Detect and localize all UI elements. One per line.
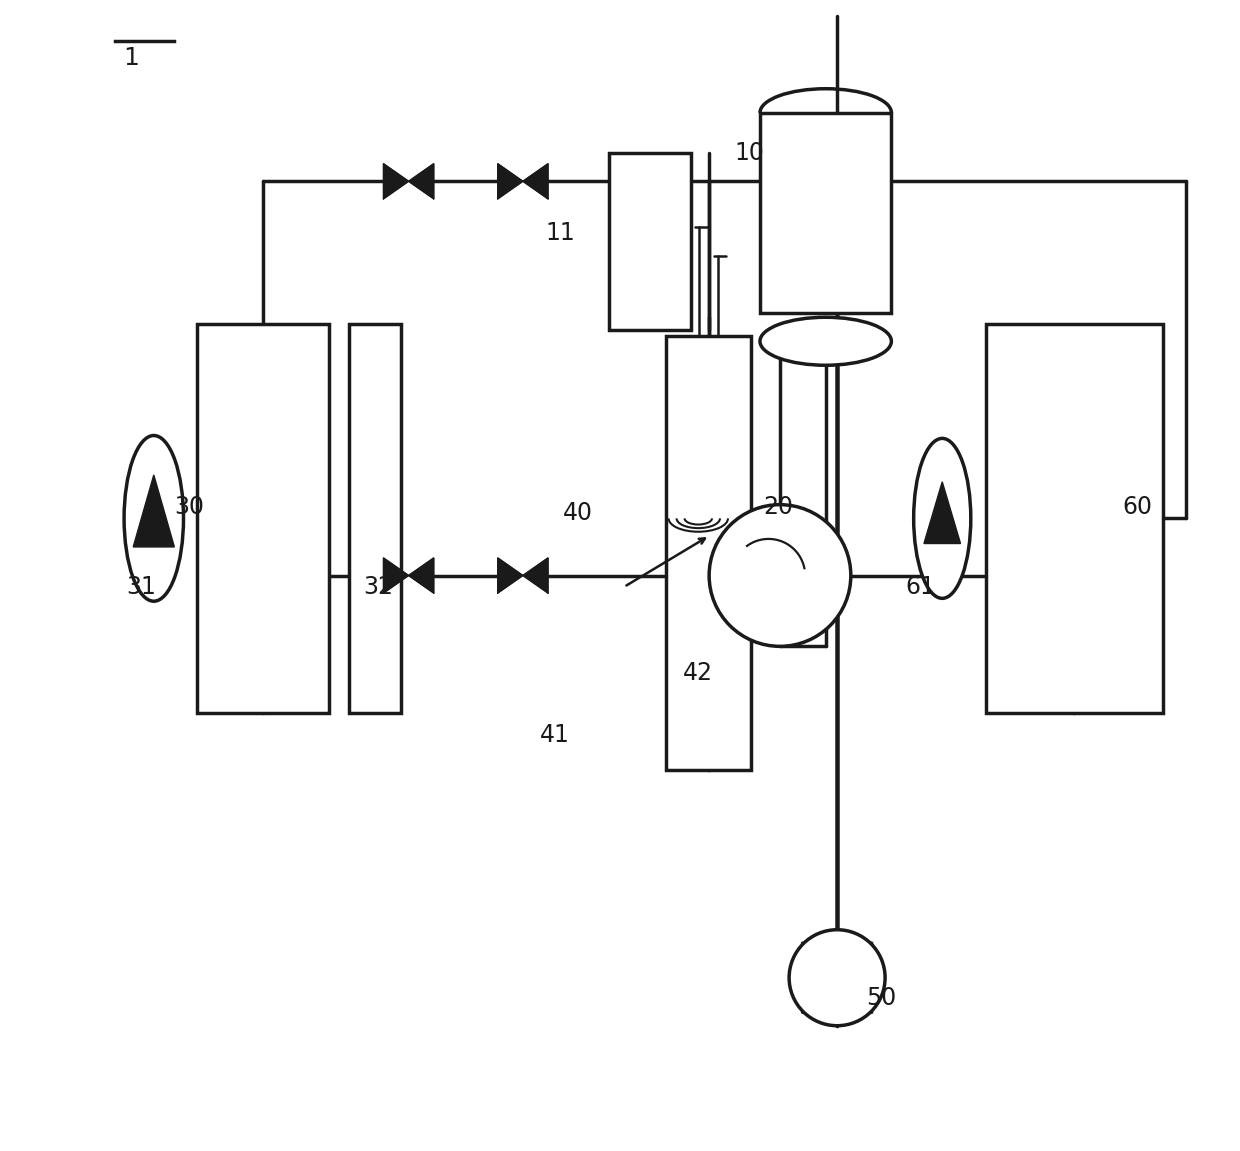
Text: 42: 42 bbox=[683, 661, 713, 685]
Polygon shape bbox=[383, 558, 409, 593]
Polygon shape bbox=[924, 482, 961, 543]
Polygon shape bbox=[497, 558, 523, 593]
Polygon shape bbox=[383, 163, 409, 199]
Text: 20: 20 bbox=[763, 495, 792, 519]
Text: 30: 30 bbox=[175, 495, 205, 519]
Bar bbox=[197, 325, 329, 712]
Polygon shape bbox=[523, 558, 548, 593]
Text: 40: 40 bbox=[563, 501, 593, 525]
Text: 41: 41 bbox=[539, 724, 570, 747]
Circle shape bbox=[709, 504, 851, 647]
Polygon shape bbox=[523, 163, 548, 199]
Bar bbox=[986, 325, 1163, 712]
Polygon shape bbox=[409, 558, 434, 593]
Text: 1: 1 bbox=[123, 46, 139, 70]
Text: 60: 60 bbox=[1122, 495, 1153, 519]
Ellipse shape bbox=[914, 439, 971, 599]
Polygon shape bbox=[133, 475, 175, 547]
Ellipse shape bbox=[124, 435, 184, 601]
Text: 11: 11 bbox=[546, 221, 575, 245]
Text: 31: 31 bbox=[126, 576, 156, 599]
Text: 10: 10 bbox=[734, 140, 764, 165]
Bar bbox=[666, 336, 751, 770]
Circle shape bbox=[789, 930, 885, 1026]
Text: 61: 61 bbox=[905, 576, 935, 599]
Polygon shape bbox=[497, 163, 523, 199]
Ellipse shape bbox=[760, 318, 892, 365]
Polygon shape bbox=[409, 163, 434, 199]
Bar bbox=[609, 153, 691, 330]
Bar bbox=[350, 325, 401, 712]
Bar bbox=[760, 113, 892, 313]
Text: 50: 50 bbox=[866, 986, 897, 1011]
Text: 32: 32 bbox=[363, 576, 393, 599]
